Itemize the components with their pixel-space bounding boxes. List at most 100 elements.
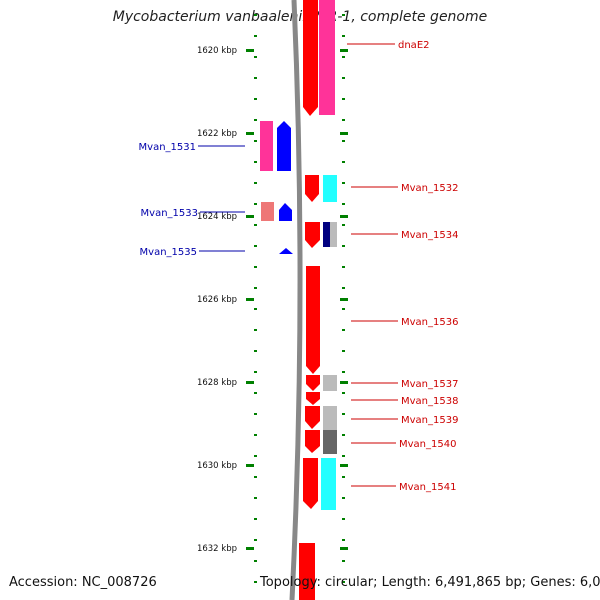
tick-mark-right [342, 392, 345, 394]
tick-mark-left [254, 560, 257, 562]
gene-arrow-Mvan_1532[interactable] [305, 175, 319, 202]
tick-mark-left [254, 413, 257, 415]
kbp-label: 1630 kbp [197, 461, 237, 471]
gene-block-Mvan_1533-salmon[interactable] [261, 202, 274, 221]
tick-mark-left [254, 203, 257, 205]
gene-arrow-Mvan_1535[interactable] [279, 248, 293, 254]
gene-label-Mvan_1538: Mvan_1538 [401, 396, 458, 407]
tick-mark-left [254, 434, 257, 436]
gene-block-Mvan_1531-pink[interactable] [260, 121, 273, 171]
tick-mark-left [254, 14, 257, 16]
accession-text: Accession: NC_008726 [9, 575, 157, 590]
major-tick-right [340, 49, 348, 52]
tick-mark-left [254, 56, 257, 58]
gene-arrow-Mvan_1536[interactable] [306, 266, 320, 374]
kbp-label: 1628 kbp [197, 378, 237, 388]
tick-mark-right [342, 182, 345, 184]
tick-mark-right [342, 539, 345, 541]
tick-mark-left [254, 371, 257, 373]
kbp-label: 1626 kbp [197, 295, 237, 305]
tick-mark-left [254, 182, 257, 184]
gene-label-Mvan_1532: Mvan_1532 [401, 183, 458, 194]
tick-mark-right [342, 329, 345, 331]
gene-arrow-Mvan_1538[interactable] [306, 392, 320, 405]
tick-mark-right [342, 224, 345, 226]
tick-mark-left [254, 245, 257, 247]
major-tick-right [340, 132, 348, 135]
tick-mark-left [254, 539, 257, 541]
tick-mark-left [254, 497, 257, 499]
tick-mark-right [342, 371, 345, 373]
gene-block-Mvan_1534-gray[interactable] [330, 222, 337, 247]
major-tick-left [246, 547, 254, 550]
tick-mark-right [342, 203, 345, 205]
gene-arrow-Mvan_1539[interactable] [305, 406, 320, 429]
tick-mark-right [342, 98, 345, 100]
tick-mark-left [254, 581, 257, 583]
gene-block-Mvan_1532-cyan[interactable] [323, 175, 337, 202]
gene-arrow-Mvan_1540[interactable] [305, 430, 320, 453]
major-tick-right [340, 547, 348, 550]
tick-mark-right [342, 581, 345, 583]
tick-mark-right [342, 518, 345, 520]
tick-mark-left [254, 266, 257, 268]
gene-block-bottom[interactable] [299, 543, 315, 600]
tick-mark-right [342, 161, 345, 163]
gene-block-Mvan_1541-cyan[interactable] [321, 458, 336, 510]
tick-mark-right [342, 308, 345, 310]
gene-label-Mvan_1539: Mvan_1539 [401, 415, 458, 426]
gene-arrow-Mvan_1537[interactable] [306, 375, 320, 391]
gene-block-Mvan_1539-gray[interactable] [323, 406, 337, 430]
tick-mark-right [342, 560, 345, 562]
gene-arrow-Mvan_1541[interactable] [303, 458, 318, 509]
gene-arrow-Mvan_1533[interactable] [279, 203, 292, 221]
tick-mark-left [254, 77, 257, 79]
gene-label-Mvan_1534: Mvan_1534 [401, 230, 458, 241]
major-tick-left [246, 132, 254, 135]
tick-mark-right [342, 350, 345, 352]
gene-label-Mvan_1536: Mvan_1536 [401, 317, 458, 328]
gene-label-Mvan_1540: Mvan_1540 [399, 439, 456, 450]
tick-mark-left [254, 98, 257, 100]
gene-block-dnaE2-pink[interactable] [319, 0, 335, 115]
major-tick-left [246, 298, 254, 301]
major-tick-right [340, 464, 348, 467]
genome-backbone [289, 0, 303, 600]
tick-mark-right [342, 35, 345, 37]
tick-mark-right [342, 413, 345, 415]
tick-mark-left [254, 119, 257, 121]
tick-mark-right [342, 245, 345, 247]
gene-block-Mvan_1537-gray[interactable] [323, 375, 337, 391]
tick-mark-left [254, 308, 257, 310]
tick-mark-left [254, 329, 257, 331]
major-tick-right [340, 298, 348, 301]
gene-block-Mvan_1540-darkgray[interactable] [323, 430, 337, 454]
tick-mark-left [254, 161, 257, 163]
kbp-label: 1622 kbp [197, 129, 237, 139]
kbp-label: 1632 kbp [197, 544, 237, 554]
tick-mark-right [342, 476, 345, 478]
gene-arrow-dnaE2-red[interactable] [303, 0, 318, 116]
gene-arrow-Mvan_1534[interactable] [305, 222, 320, 248]
gene-label-Mvan_1535: Mvan_1535 [140, 247, 197, 258]
gene-arrow-Mvan_1531[interactable] [277, 121, 291, 171]
tick-mark-right [342, 434, 345, 436]
tick-mark-left [254, 35, 257, 37]
gene-label-Mvan_1537: Mvan_1537 [401, 379, 458, 390]
major-tick-left [246, 464, 254, 467]
tick-mark-left [254, 350, 257, 352]
tick-mark-right [342, 287, 345, 289]
major-tick-right [340, 381, 348, 384]
gene-label-Mvan_1533: Mvan_1533 [141, 208, 198, 219]
tick-mark-right [342, 455, 345, 457]
tick-mark-right [342, 140, 345, 142]
kbp-label: 1624 kbp [197, 212, 237, 222]
major-tick-left [246, 381, 254, 384]
gene-block-Mvan_1534-navy[interactable] [323, 222, 330, 247]
tick-mark-right [342, 77, 345, 79]
tick-mark-left [254, 476, 257, 478]
tick-mark-right [342, 119, 345, 121]
gene-label-Mvan_1531: Mvan_1531 [139, 142, 196, 153]
